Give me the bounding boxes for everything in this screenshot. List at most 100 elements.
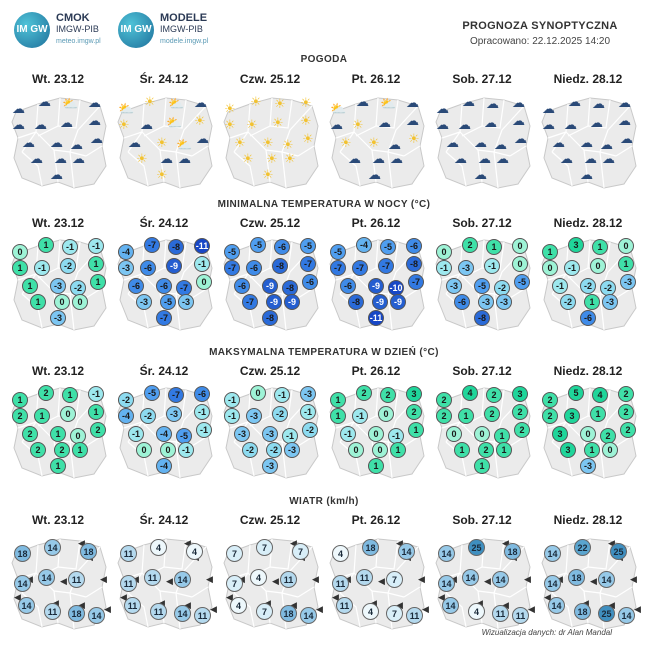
tmax-map-1: -2 -5 -7 -6 -4 -2 -3 -1 -1 -4 -5 -1 0 0 -1 -4: [114, 382, 214, 482]
temp-value: 3: [406, 386, 422, 402]
wind-speed-value: 18: [574, 603, 591, 620]
temp-value: -5: [224, 244, 240, 260]
cmok-logo[interactable]: IM GW CMOK IMGW-PIB meteo.imgw.pl: [14, 12, 101, 48]
temp-value: 1: [34, 408, 50, 424]
temp-value: 4: [462, 385, 478, 401]
wind-speed-value: 7: [386, 571, 403, 588]
cloud-icon: ☁: [12, 117, 25, 132]
temp-value: 0: [602, 442, 618, 458]
sun-cloud-icon: ⛅: [62, 96, 79, 111]
temp-value: -1: [564, 260, 580, 276]
poland-map-outline: [541, 97, 637, 189]
temp-value: -1: [194, 256, 210, 272]
temp-value: 1: [22, 278, 38, 294]
temp-value: -3: [300, 386, 316, 402]
wind-direction-arrow-icon: ◀: [332, 592, 339, 602]
wind-speed-value: 11: [492, 605, 509, 622]
temp-value: -2: [494, 280, 510, 296]
cloud-icon: ☁: [30, 151, 43, 166]
wind-direction-arrow-icon: ◀: [226, 592, 233, 602]
temp-value: -8: [168, 239, 184, 255]
temp-value: 0: [372, 442, 388, 458]
cloud-icon: ☁: [406, 113, 419, 128]
wind-direction-arrow-icon: ◀: [60, 576, 67, 586]
temp-value: -5: [514, 274, 530, 290]
temp-value: -1: [224, 392, 240, 408]
cloud-icon: ☁: [50, 135, 63, 150]
sun-cloud-icon: ⛅: [118, 101, 135, 116]
wind-speed-value: 18: [568, 569, 585, 586]
wind-direction-arrow-icon: ◀: [524, 574, 531, 584]
weather-map-2: ☀ ☀ ☀ ☀ ☀ ☀ ☀ ☀ ☀ ☀ ☀ ☀ ☀ ☀ ☀ ☀: [220, 92, 320, 192]
temp-value: 1: [12, 392, 28, 408]
day-label-weather: Wt. 23.12: [31, 72, 85, 86]
temp-value: -3: [620, 274, 636, 290]
temp-value: 0: [474, 426, 490, 442]
cloud-icon: ☁: [512, 95, 525, 110]
cloud-icon: ☁: [368, 167, 381, 182]
weather-map-0: ☁ ☁ ⛅ ☁ ☁ ☁ ☁ ☁ ☁ ☁ ☁ ☁ ☁ ☁ ☁ ☁: [8, 92, 108, 192]
cloud-icon: ☁: [178, 151, 191, 166]
day-label-wind: Wt. 23.12: [31, 513, 85, 527]
cloud-icon: ☁: [88, 95, 101, 110]
temp-value: -5: [176, 428, 192, 444]
day-label-tmin: Śr. 24.12: [139, 216, 189, 230]
temp-value: -3: [478, 294, 494, 310]
wind-speed-value: 14: [398, 543, 415, 560]
wind-direction-arrow-icon: ◀: [608, 538, 615, 548]
temp-value: 2: [12, 408, 28, 424]
sun-icon: ☀: [234, 135, 246, 150]
temp-value: -1: [128, 426, 144, 442]
wind-speed-value: 14: [438, 575, 455, 592]
wind-speed-value: 18: [68, 605, 85, 622]
weather-map-4: ☁ ☁ ☁ ☁ ☁ ☁ ☁ ☁ ☁ ☁ ☁ ☁ ☁ ☁ ☁ ☁: [432, 92, 532, 192]
temp-value: -7: [300, 256, 316, 272]
temp-value: 1: [72, 442, 88, 458]
temp-value: 0: [580, 426, 596, 442]
wind-speed-value: 14: [492, 571, 509, 588]
temp-value: -8: [474, 310, 490, 326]
wind-speed-value: 11: [512, 607, 529, 624]
day-label-tmax: Czw. 25.12: [239, 364, 301, 378]
poland-map-outline: [329, 97, 425, 189]
wind-direction-arrow-icon: ◀: [590, 576, 597, 586]
cloud-icon: ☁: [512, 113, 525, 128]
temp-value: 1: [496, 442, 512, 458]
cloud-icon: ☁: [70, 137, 83, 152]
sun-icon: ☀: [300, 95, 312, 110]
wind-speed-value: 25: [610, 543, 627, 560]
cloud-icon: ☁: [38, 94, 51, 109]
modele-logo[interactable]: IM GW MODELE IMGW-PIB modele.imgw.pl: [118, 12, 208, 48]
sun-icon: ☀: [156, 135, 168, 150]
temp-value: -5: [160, 294, 176, 310]
temp-value: -1: [178, 442, 194, 458]
wind-speed-value: 14: [44, 539, 61, 556]
modele-org: IMGW-PIB: [160, 24, 203, 34]
wind-direction-arrow-icon: ◀: [184, 538, 191, 548]
temp-value: -6: [302, 274, 318, 290]
wind-speed-value: 11: [332, 575, 349, 592]
wind-direction-arrow-icon: ◀: [484, 576, 491, 586]
temp-value: -7: [378, 258, 394, 274]
wind-speed-value: 4: [150, 539, 167, 556]
wind-direction-arrow-icon: ◀: [418, 574, 425, 584]
cloud-icon: ☁: [552, 135, 565, 150]
temp-value: 3: [568, 237, 584, 253]
wind-speed-value: 14: [174, 571, 191, 588]
temp-value: -1: [88, 386, 104, 402]
cloud-icon: ☁: [12, 101, 25, 116]
temp-value: 1: [584, 294, 600, 310]
section-weather-title: POGODA: [300, 54, 348, 65]
day-label-tmax: Wt. 23.12: [31, 364, 85, 378]
cloud-icon: ☁: [568, 94, 581, 109]
temp-value: -7: [224, 260, 240, 276]
tmax-map-5: 2 5 4 2 2 3 1 2 3 0 2 2 3 1 0 -3: [538, 382, 638, 482]
temp-value: 1: [38, 237, 54, 253]
cloud-icon: ☁: [378, 115, 391, 130]
temp-value: -3: [262, 426, 278, 442]
temp-value: 1: [454, 442, 470, 458]
sun-icon: ☀: [224, 101, 236, 116]
wind-speed-value: 11: [406, 607, 423, 624]
temp-value: 0: [54, 294, 70, 310]
wind-speed-value: 18: [14, 545, 31, 562]
